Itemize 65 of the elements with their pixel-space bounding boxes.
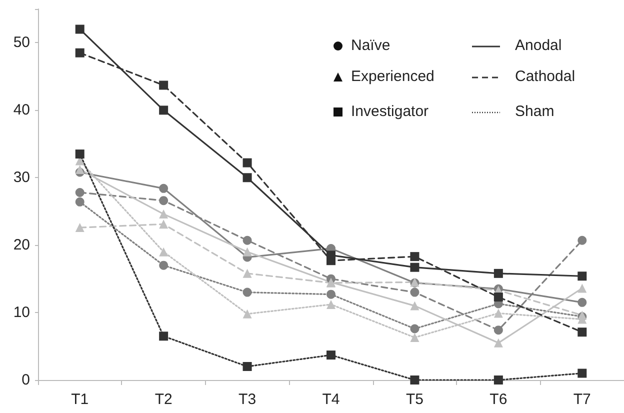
point bbox=[410, 262, 420, 272]
point bbox=[242, 309, 252, 318]
annotation: Experienced bbox=[351, 68, 434, 86]
point bbox=[494, 308, 503, 318]
point bbox=[578, 368, 587, 378]
point bbox=[159, 210, 168, 219]
annotation: Investigator bbox=[351, 103, 429, 121]
point bbox=[75, 165, 84, 174]
y-tick-label: 40 bbox=[13, 102, 30, 119]
annotation: Cathodal bbox=[515, 68, 576, 86]
point bbox=[494, 292, 503, 302]
point bbox=[75, 223, 84, 232]
x-tick-label: T4 bbox=[322, 391, 340, 408]
point bbox=[410, 376, 420, 384]
point bbox=[494, 268, 503, 278]
point bbox=[75, 150, 84, 159]
point bbox=[242, 236, 252, 245]
x-tick-label: T5 bbox=[406, 391, 424, 408]
point bbox=[159, 80, 168, 90]
point bbox=[242, 247, 252, 256]
y-tick-label: 20 bbox=[13, 236, 30, 254]
point bbox=[410, 333, 420, 342]
x-tick-label: T6 bbox=[490, 391, 508, 408]
x-tick-label: T7 bbox=[573, 391, 591, 408]
x-tick-label: T1 bbox=[71, 391, 89, 408]
x-tick-label: T2 bbox=[154, 391, 172, 408]
point bbox=[159, 106, 168, 115]
point bbox=[410, 301, 420, 310]
point bbox=[494, 376, 503, 384]
point bbox=[159, 247, 168, 256]
point bbox=[75, 188, 84, 197]
point bbox=[578, 272, 587, 281]
point bbox=[159, 332, 168, 341]
point bbox=[159, 184, 168, 193]
point bbox=[242, 362, 252, 372]
annotation: Sham bbox=[515, 103, 554, 121]
point bbox=[159, 220, 168, 229]
point bbox=[410, 324, 420, 334]
y-tick-label: 10 bbox=[13, 304, 30, 322]
point bbox=[410, 252, 420, 262]
point bbox=[326, 300, 336, 309]
point bbox=[410, 288, 420, 297]
point bbox=[242, 288, 252, 297]
y-tick-label: 50 bbox=[13, 34, 30, 52]
point bbox=[578, 298, 587, 307]
point bbox=[242, 173, 252, 182]
point bbox=[578, 328, 587, 337]
point bbox=[494, 338, 503, 348]
point bbox=[75, 197, 84, 206]
point bbox=[242, 158, 252, 168]
point bbox=[578, 236, 587, 245]
point bbox=[75, 24, 84, 34]
point bbox=[159, 260, 168, 270]
y-tick-label: 0 bbox=[22, 372, 30, 388]
point bbox=[242, 268, 252, 278]
annotation: Anodal bbox=[515, 37, 562, 55]
point bbox=[326, 290, 336, 299]
x-tick-label: T3 bbox=[238, 391, 256, 408]
point bbox=[75, 48, 84, 58]
point bbox=[494, 326, 503, 335]
point bbox=[326, 350, 336, 360]
annotation: Naïve bbox=[351, 37, 390, 55]
point bbox=[159, 196, 168, 206]
point bbox=[578, 284, 587, 293]
y-tick-label: 30 bbox=[13, 169, 30, 186]
